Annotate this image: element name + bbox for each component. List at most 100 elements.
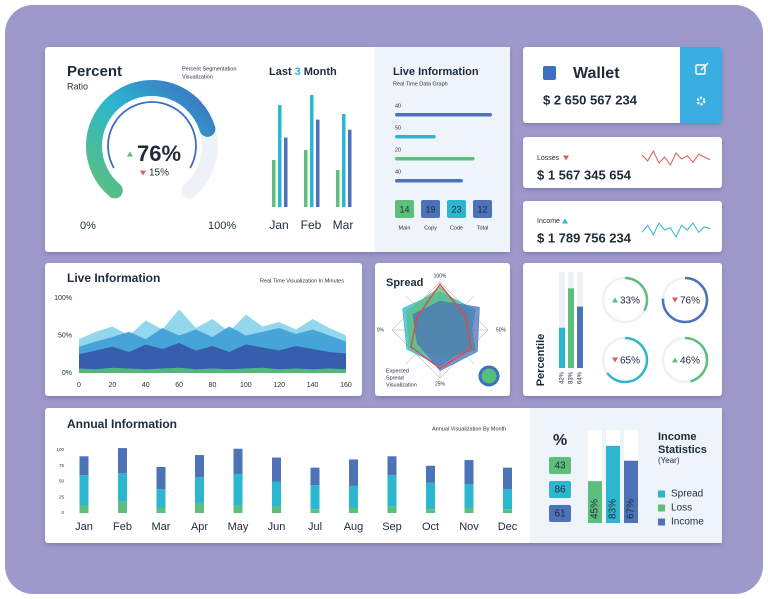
y-tick-label: 100%: [54, 295, 72, 302]
bar: [395, 179, 463, 183]
bar: [342, 114, 346, 207]
bar-label: 42%: [560, 371, 566, 384]
bar: [284, 137, 288, 207]
bar-segment: [233, 448, 243, 474]
bar-segment: [118, 448, 127, 474]
edit-icon-pen: [700, 62, 709, 71]
edit-icon[interactable]: [695, 64, 706, 75]
title: Percent: [67, 63, 122, 80]
area: [79, 343, 346, 373]
bar-segment: [503, 509, 512, 513]
bar-segment: [464, 484, 474, 508]
bar-segment: [426, 465, 435, 483]
row-label: 20: [395, 147, 401, 153]
bar: [310, 95, 314, 207]
subtitle: (Year): [658, 456, 680, 465]
wallet-sidebar: [680, 47, 722, 123]
legend-swatch: [658, 518, 665, 526]
settings-icon[interactable]: [696, 96, 706, 106]
gauge-value-label: 76%: [137, 141, 181, 166]
bar: [588, 481, 602, 523]
x-tick-label: 40: [142, 382, 150, 389]
x-tick-label: Jul: [308, 521, 322, 533]
axis-label: 0%: [377, 327, 385, 333]
tile-value: 43: [554, 461, 566, 472]
bar: [559, 327, 565, 368]
bar-segment: [272, 481, 281, 507]
bar: [395, 157, 475, 161]
y-tick-label: 75: [59, 463, 65, 468]
title: Spread: [386, 277, 423, 289]
bar-segment: [79, 475, 89, 506]
up-arrow: [672, 357, 678, 363]
axis-label: 100%: [434, 273, 447, 279]
row-label: 40: [395, 103, 401, 109]
radar-polygon: [410, 283, 472, 370]
bar: [278, 105, 282, 207]
note: Expected: [386, 368, 409, 374]
donut-arc: [661, 276, 709, 324]
gauge-value: [86, 80, 216, 199]
legend-swatch: [658, 504, 665, 512]
x-tick-label: Sep: [382, 521, 402, 533]
subtitle: Real Time Visualization In Minutes: [260, 278, 344, 284]
y-tick-label: 0: [61, 510, 64, 515]
donut-arc: [624, 276, 649, 312]
bar-segment: [349, 507, 358, 513]
tile: [447, 200, 466, 218]
bar-segment: [503, 489, 512, 510]
x-tick-label: Aug: [344, 521, 364, 533]
bar: [395, 113, 492, 117]
down-arrow: [563, 155, 569, 161]
sparkline: [641, 222, 711, 239]
tile-value: 14: [399, 204, 409, 214]
label: Income: [537, 218, 560, 225]
bar-label: 64%: [578, 371, 584, 384]
tile-value: 86: [554, 485, 566, 496]
panel: [523, 137, 722, 188]
gauge-inner: [107, 101, 197, 169]
tile-label: Code: [450, 225, 463, 231]
donut-label: 46%: [680, 356, 700, 367]
area: [79, 367, 346, 373]
title-part: Month: [304, 66, 337, 78]
note: Spread: [386, 375, 404, 381]
axis-label: 25%: [435, 381, 446, 387]
bar-segment: [233, 505, 243, 513]
bar-segment: [310, 467, 320, 486]
x-tick-label: 140: [307, 382, 319, 389]
x-tick-label: 0: [77, 382, 81, 389]
subtitle: Annual Visualization By Month: [432, 426, 506, 432]
title: Percentile: [535, 334, 547, 387]
wallet-icons: [695, 62, 709, 106]
bar: [395, 135, 436, 139]
bar-segment: [118, 473, 127, 502]
bar-segment: [79, 456, 89, 476]
x-tick-label: Mar: [152, 521, 171, 533]
bar-segment: [156, 467, 166, 490]
tile-label: Copy: [424, 225, 437, 231]
x-tick-label: Feb: [301, 218, 322, 232]
bar-segment: [387, 475, 397, 507]
up-arrow: [612, 297, 618, 303]
bar-label: 67%: [626, 499, 637, 519]
donut-arc: [684, 336, 709, 383]
donut-arc: [606, 336, 649, 384]
bar-segment: [426, 482, 435, 510]
legend-label: Spread: [671, 489, 703, 500]
title: Annual Information: [67, 417, 177, 431]
bar: [568, 288, 574, 368]
spread-icon: [478, 365, 500, 387]
up-arrow: [562, 218, 568, 224]
legend-label: Loss: [671, 503, 692, 514]
bar-label: 83%: [608, 499, 619, 519]
panel: [523, 47, 722, 123]
bar-segment: [349, 485, 358, 508]
gauge-tick-label: 100%: [208, 220, 236, 232]
y-tick-label: 100: [56, 447, 64, 452]
bar-segment: [387, 506, 397, 513]
bar: [624, 460, 638, 523]
amount: $ 2 650 567 234: [543, 92, 638, 107]
amount: $ 1 789 756 234: [537, 230, 632, 245]
x-tick-label: Jan: [75, 521, 93, 533]
